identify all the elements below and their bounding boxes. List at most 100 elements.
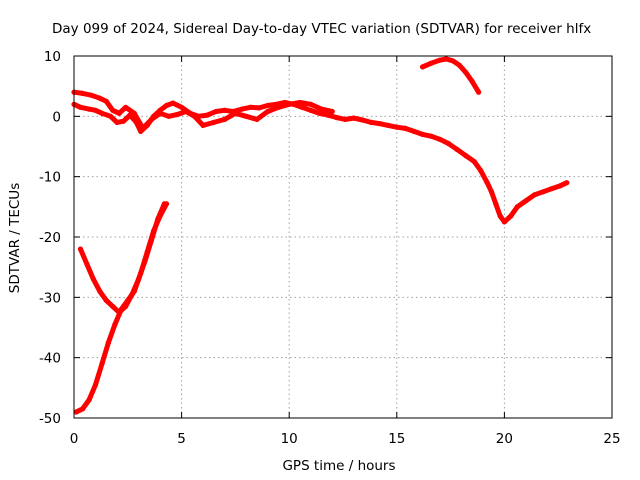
data-point (84, 261, 90, 267)
data-point (377, 121, 383, 127)
data-point (297, 99, 303, 106)
data-point (469, 78, 475, 84)
data-point (170, 100, 176, 106)
data-point (140, 125, 146, 131)
x-tick-label: 15 (388, 431, 405, 447)
data-point (493, 201, 499, 207)
data-point (138, 270, 144, 276)
data-point (222, 116, 228, 122)
data-point (92, 107, 99, 113)
data-point (325, 112, 331, 118)
data-point (443, 56, 449, 62)
data-point (103, 98, 109, 104)
data-point (131, 288, 137, 294)
data-point (254, 116, 260, 122)
data-point (463, 69, 469, 75)
axis-ticks: 0 5 10 15 20 25 -50 -40 -30 -20 -10 0 10 (39, 49, 621, 447)
data-point (144, 249, 150, 255)
data-point (131, 110, 137, 116)
data-point (120, 118, 127, 124)
data-point (213, 108, 219, 115)
y-tick-label: -10 (39, 170, 61, 186)
y-tick-label: 10 (44, 49, 61, 65)
data-point (166, 113, 172, 119)
data-point (112, 321, 118, 328)
data-point (118, 306, 124, 312)
data-point (564, 180, 570, 186)
data-point (445, 140, 451, 147)
data-point (497, 213, 503, 219)
data-point (256, 105, 262, 111)
data-point (77, 246, 84, 252)
data-point (308, 107, 314, 113)
data-point (454, 146, 460, 153)
data-point (557, 183, 564, 189)
data-point (239, 106, 245, 112)
data-point (411, 128, 417, 134)
data-point (402, 125, 408, 131)
data-point (103, 297, 109, 303)
data-point (523, 198, 529, 204)
data-point (308, 101, 314, 107)
data-point (420, 64, 426, 70)
data-point (549, 186, 555, 192)
y-tick-label: -50 (39, 411, 61, 427)
data-point (163, 201, 170, 207)
data-point (265, 108, 271, 115)
y-tick-label: -20 (39, 230, 61, 246)
data-point (151, 228, 157, 234)
data-point (114, 119, 120, 125)
data-point (174, 111, 180, 118)
data-point (123, 104, 129, 110)
data-point (540, 189, 546, 195)
data-point (463, 153, 469, 159)
data-point (420, 131, 426, 137)
data-point (80, 90, 86, 96)
data-point (157, 213, 163, 219)
x-tick-label: 5 (177, 431, 186, 447)
data-point (211, 119, 217, 125)
data-point (110, 107, 116, 113)
data-point (394, 124, 400, 130)
data-point (88, 92, 94, 98)
y-tick-label: 0 (52, 109, 61, 125)
data-point (385, 122, 391, 128)
data-point (148, 116, 155, 122)
data-point (116, 110, 122, 116)
data-point (200, 122, 206, 128)
data-point (179, 104, 185, 110)
data-point (108, 113, 114, 119)
x-tick-label: 25 (603, 431, 620, 447)
data-point (450, 58, 456, 64)
data-point (157, 110, 163, 116)
data-point (342, 116, 348, 122)
data-point (437, 136, 443, 142)
y-axis-label: SDTVAR / TECUs (7, 183, 23, 293)
data-point (163, 102, 170, 109)
data-point (97, 95, 103, 101)
x-tick-label: 10 (281, 431, 298, 447)
data-point (508, 213, 514, 219)
data-point (286, 101, 292, 107)
data-point (204, 112, 210, 118)
data-point (110, 303, 116, 309)
data-point (359, 117, 365, 123)
data-series (71, 56, 570, 415)
data-point (243, 113, 249, 119)
data-point (99, 361, 105, 367)
data-point (368, 119, 374, 125)
data-point (105, 340, 111, 346)
data-point (183, 108, 189, 115)
data-point (478, 168, 484, 174)
x-axis-label: GPS time / hours (282, 458, 395, 474)
x-tick-label: 0 (70, 431, 79, 447)
data-point (501, 219, 507, 225)
data-point (86, 106, 92, 112)
data-point (428, 60, 434, 66)
data-point (299, 104, 305, 110)
data-point (99, 110, 105, 116)
data-point (90, 276, 96, 282)
data-point (351, 115, 357, 121)
data-point (428, 133, 434, 139)
